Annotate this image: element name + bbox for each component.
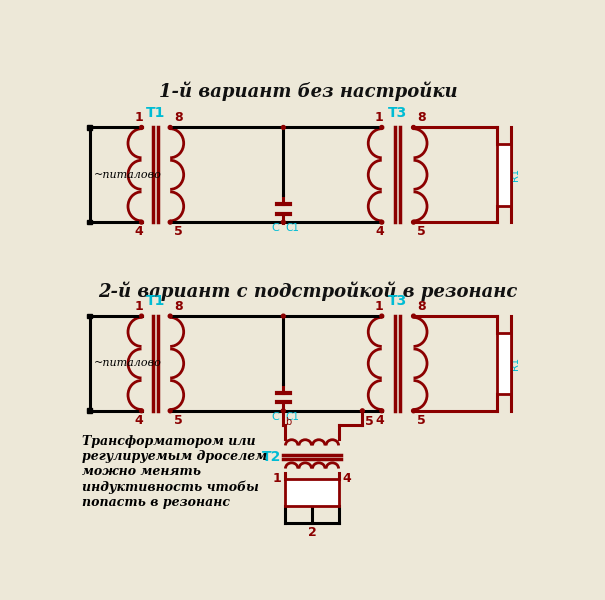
Circle shape — [140, 314, 143, 318]
Bar — [497, 144, 511, 206]
Text: 8: 8 — [417, 300, 426, 313]
Text: 2: 2 — [307, 526, 316, 539]
Circle shape — [380, 125, 384, 130]
Text: ~питалово: ~питалово — [93, 358, 162, 368]
Bar — [87, 314, 92, 319]
Bar — [87, 409, 92, 413]
Text: T3: T3 — [388, 106, 407, 120]
Circle shape — [281, 409, 286, 413]
Circle shape — [411, 220, 416, 224]
Text: C1: C1 — [285, 223, 299, 233]
Text: 5: 5 — [365, 415, 373, 428]
Text: C: C — [272, 223, 280, 233]
Text: 1: 1 — [135, 300, 143, 313]
Circle shape — [411, 125, 416, 130]
Text: 4: 4 — [135, 225, 143, 238]
Text: 1: 1 — [375, 300, 384, 313]
Circle shape — [411, 409, 416, 413]
Text: 4: 4 — [375, 225, 384, 238]
Circle shape — [168, 125, 172, 130]
Text: RV1: RV1 — [301, 482, 323, 492]
Circle shape — [168, 409, 172, 413]
Text: 5: 5 — [174, 414, 183, 427]
Text: 1-й вариант без настройки: 1-й вариант без настройки — [159, 81, 457, 101]
Text: 5: 5 — [417, 225, 426, 238]
Circle shape — [380, 314, 384, 318]
Circle shape — [281, 125, 286, 130]
Text: C: C — [272, 412, 280, 422]
Text: R1: R1 — [510, 168, 520, 181]
Text: Трансформатором или
регулируемым дроселем
можно менять
индуктивность чтобы
попас: Трансформатором или регулируемым дроселе… — [82, 436, 267, 509]
Text: R1: R1 — [510, 357, 520, 370]
Text: 1: 1 — [135, 112, 143, 124]
Text: 1: 1 — [273, 472, 282, 485]
Circle shape — [281, 220, 286, 224]
Text: T2: T2 — [261, 450, 281, 464]
Bar — [87, 125, 92, 130]
Circle shape — [168, 314, 172, 318]
Text: POT: POT — [301, 494, 323, 503]
Circle shape — [168, 220, 172, 224]
Circle shape — [140, 409, 143, 413]
Circle shape — [281, 314, 286, 318]
Circle shape — [380, 220, 384, 224]
Circle shape — [411, 314, 416, 318]
Text: T3: T3 — [388, 295, 407, 308]
Text: b: b — [285, 416, 291, 427]
Circle shape — [140, 125, 143, 130]
Text: 1: 1 — [375, 112, 384, 124]
Bar — [285, 479, 339, 506]
Text: 2-й вариант с подстройкой в резонанс: 2-й вариант с подстройкой в резонанс — [99, 281, 518, 301]
Text: 5: 5 — [174, 225, 183, 238]
Text: 4: 4 — [135, 414, 143, 427]
Text: 8: 8 — [417, 112, 426, 124]
Circle shape — [140, 220, 143, 224]
Text: 4: 4 — [342, 472, 351, 485]
Text: R: R — [504, 172, 514, 178]
Circle shape — [361, 409, 364, 413]
Text: 8: 8 — [174, 112, 183, 124]
Text: R: R — [504, 360, 514, 367]
Bar — [87, 220, 92, 224]
Text: T1: T1 — [146, 106, 165, 120]
Text: T1: T1 — [146, 295, 165, 308]
Text: C1: C1 — [285, 412, 299, 422]
Text: 4: 4 — [375, 414, 384, 427]
Text: 8: 8 — [174, 300, 183, 313]
Text: 5: 5 — [417, 414, 426, 427]
Bar — [497, 332, 511, 394]
Text: ~питалово: ~питалово — [93, 170, 162, 180]
Circle shape — [380, 409, 384, 413]
